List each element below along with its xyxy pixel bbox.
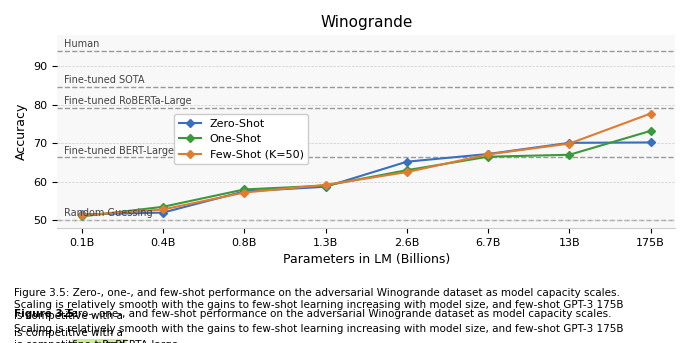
One-Shot (484, 155, 492, 159)
Few-Shot (K=50) (565, 142, 573, 146)
Text: RoBERTA-large.: RoBERTA-large. (99, 340, 181, 343)
Legend: Zero-Shot, One-Shot, Few-Shot (K=50): Zero-Shot, One-Shot, Few-Shot (K=50) (174, 114, 308, 164)
Line: One-Shot: One-Shot (79, 128, 653, 219)
Zero-Shot (565, 141, 573, 145)
Text: Figure 3.5:: Figure 3.5: (14, 309, 78, 319)
One-Shot (78, 214, 86, 218)
One-Shot (565, 153, 573, 157)
Zero-Shot (159, 211, 167, 215)
Zero-Shot (647, 140, 655, 144)
Line: Zero-Shot: Zero-Shot (79, 140, 653, 217)
Zero-Shot (403, 159, 411, 164)
Zero-Shot (322, 185, 330, 189)
One-Shot (647, 129, 655, 133)
Zero-Shot (484, 152, 492, 156)
Line: Few-Shot (K=50): Few-Shot (K=50) (79, 111, 653, 218)
Zero-Shot (78, 212, 86, 216)
Text: Scaling is relatively smooth with the gains to few-shot learning increasing with: Scaling is relatively smooth with the ga… (14, 324, 623, 334)
Text: Random Guessing: Random Guessing (63, 208, 152, 218)
Few-Shot (K=50) (647, 111, 655, 116)
Title: Winogrande: Winogrande (320, 15, 413, 30)
Few-Shot (K=50) (322, 183, 330, 187)
Text: Fine-tuned SOTA: Fine-tuned SOTA (63, 75, 144, 85)
One-Shot (403, 168, 411, 172)
Text: Human: Human (63, 39, 99, 49)
Text: Fine-tuned BERT-Large: Fine-tuned BERT-Large (63, 145, 174, 155)
Few-Shot (K=50) (159, 208, 167, 212)
Text: is competitive with a: is competitive with a (14, 328, 126, 338)
Text: Zero-, one-, and few-shot performance on the adversarial Winogrande dataset as m: Zero-, one-, and few-shot performance on… (61, 309, 611, 319)
One-Shot (159, 205, 167, 209)
Few-Shot (K=50) (240, 190, 248, 194)
Zero-Shot (240, 189, 248, 193)
One-Shot (322, 184, 330, 188)
One-Shot (240, 187, 248, 191)
Few-Shot (K=50) (78, 213, 86, 217)
Text: Figure 3.5: Zero-, one-, and few-shot performance on the adversarial Winogrande : Figure 3.5: Zero-, one-, and few-shot pe… (14, 288, 623, 321)
Text: Fine-tuned RoBERTa-Large: Fine-tuned RoBERTa-Large (63, 96, 191, 106)
Few-Shot (K=50) (484, 152, 492, 156)
Text: fine-tuned: fine-tuned (72, 340, 126, 343)
Text: is competitive with a: is competitive with a (14, 340, 126, 343)
Y-axis label: Accuracy: Accuracy (15, 103, 28, 160)
X-axis label: Parameters in LM (Billions): Parameters in LM (Billions) (283, 253, 450, 266)
Few-Shot (K=50) (403, 170, 411, 174)
